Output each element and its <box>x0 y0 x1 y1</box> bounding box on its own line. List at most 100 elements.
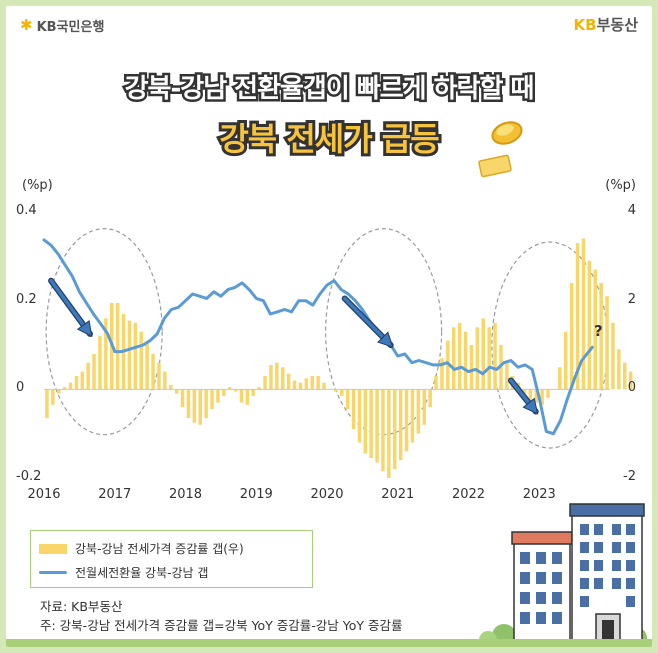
right-tick-label: -2 <box>623 469 636 484</box>
bar <box>593 269 597 390</box>
left-unit-label: (%p) <box>22 178 53 193</box>
bar <box>387 389 391 478</box>
bar <box>104 318 108 390</box>
bar <box>145 340 149 390</box>
bar <box>186 389 191 419</box>
bar <box>599 282 603 390</box>
right-unit-label: (%p) <box>605 178 636 193</box>
left-tick-label: 0.4 <box>16 203 37 218</box>
bar <box>493 322 497 390</box>
left-tick-label: 0.2 <box>16 291 37 307</box>
bar <box>410 389 415 443</box>
year-tick-label: 2022 <box>451 487 486 502</box>
footnote: 주: 강북-강남 전세가격 증감률 갭=강북 YoY 증감률-강남 YoY 증감… <box>40 618 403 633</box>
bar <box>251 389 255 396</box>
legend-line-label: 전월세전환율 강북-강남 갭 <box>75 566 209 580</box>
year-tick-label: 2017 <box>98 487 132 502</box>
bar <box>157 362 161 390</box>
kb-star-icon: ✱ <box>20 16 33 34</box>
bar <box>375 389 379 463</box>
bar <box>534 389 538 403</box>
legend-item-line: 전월세전환율 강북-강남 갭 <box>39 564 208 581</box>
bar <box>292 380 297 390</box>
bar <box>611 322 615 390</box>
bank-name: KB국민은행 <box>36 20 105 35</box>
bar <box>546 389 550 399</box>
bar <box>481 318 485 390</box>
ground-strip <box>6 639 652 647</box>
bar <box>505 362 509 390</box>
chart <box>42 228 633 478</box>
bar <box>298 382 303 390</box>
bar <box>540 389 544 405</box>
trend-arrow <box>507 377 539 415</box>
bar <box>457 322 462 390</box>
highlight-ellipse <box>45 228 163 436</box>
bar <box>151 353 155 390</box>
right-tick-label: 2 <box>627 291 636 307</box>
legend: 강북-강남 전세가격 증감률 갭(우) 전월세전환율 강북-강남 갭 <box>30 530 313 588</box>
right-tick-label: 0 <box>627 380 636 396</box>
bar-series <box>45 238 633 478</box>
bar <box>558 367 562 390</box>
bar <box>216 389 220 403</box>
bar <box>357 389 362 443</box>
bar <box>198 389 202 425</box>
bar <box>233 389 238 392</box>
legend-bar-swatch <box>39 543 67 554</box>
decor-layer <box>478 121 523 178</box>
trend-arrow <box>48 277 93 338</box>
bar <box>440 358 444 390</box>
legend-item-bar: 강북-강남 전세가격 증감률 갭(우) <box>39 540 244 557</box>
bar <box>351 389 356 430</box>
bar <box>210 389 214 410</box>
bar <box>74 376 79 390</box>
right-tick-label: 4 <box>627 203 636 218</box>
bar <box>139 331 143 390</box>
bar <box>345 389 350 410</box>
bar <box>422 389 426 425</box>
bar <box>127 320 132 390</box>
bar <box>381 389 385 472</box>
bar <box>463 331 468 390</box>
bar <box>115 302 120 390</box>
bar <box>310 376 314 390</box>
brand-name: 부동산 <box>596 16 638 34</box>
bar <box>269 365 273 390</box>
bar <box>51 389 55 405</box>
buildings-illustration <box>479 503 647 647</box>
bar <box>581 238 586 390</box>
bar <box>281 367 285 390</box>
bar <box>575 243 580 390</box>
bar <box>239 389 244 403</box>
legend-bar-label: 강북-강남 전세가격 증감률 갭(우) <box>75 542 244 556</box>
bar <box>322 382 326 390</box>
bar <box>398 389 403 461</box>
bar <box>62 387 67 390</box>
bar <box>623 362 627 390</box>
page-title: 강북-강남 전환율갭이 빠르게 하락할 때 <box>122 72 537 107</box>
bar <box>133 322 138 390</box>
bar <box>163 371 167 390</box>
source-note: 자료: KB부동산 <box>40 599 123 614</box>
bar <box>487 327 491 390</box>
bar <box>528 389 533 401</box>
bar <box>263 376 267 390</box>
kb-realestate-logo: KB부동산 <box>574 14 638 35</box>
bar <box>605 296 609 390</box>
bar <box>92 353 96 390</box>
building-tall <box>569 503 645 643</box>
bar <box>564 331 568 390</box>
year-tick-label: 2016 <box>27 487 61 502</box>
bar <box>452 327 456 390</box>
bar <box>617 349 621 390</box>
bar <box>86 362 90 390</box>
bar <box>275 362 279 390</box>
bar <box>222 389 226 396</box>
bar <box>369 389 373 458</box>
bar <box>340 389 344 396</box>
bar <box>45 389 49 419</box>
building-small <box>511 531 573 643</box>
year-tick-label: 2020 <box>310 487 344 502</box>
bar <box>286 373 291 390</box>
